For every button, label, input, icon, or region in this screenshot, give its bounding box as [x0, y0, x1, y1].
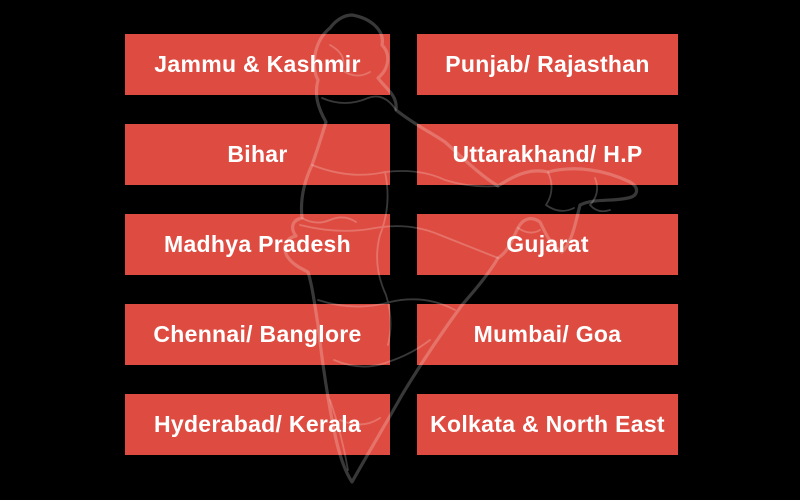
region-button-label: Madhya Pradesh [164, 231, 351, 257]
region-button-grid: Jammu & Kashmir Punjab/ Rajasthan Bihar … [125, 34, 678, 455]
region-button-mumbai-goa[interactable]: Mumbai/ Goa [417, 304, 678, 365]
region-button-label: Gujarat [506, 231, 589, 257]
region-button-gujarat[interactable]: Gujarat [417, 214, 678, 275]
region-button-chennai-banglore[interactable]: Chennai/ Banglore [125, 304, 390, 365]
region-button-label: Hyderabad/ Kerala [153, 411, 362, 437]
region-button-label: Bihar [227, 141, 288, 167]
region-button-label: Uttarakhand/ H.P [452, 141, 643, 167]
region-button-label: Jammu & Kashmir [154, 51, 361, 77]
region-button-bihar[interactable]: Bihar [125, 124, 390, 185]
region-button-hyderabad-kerala[interactable]: Hyderabad/ Kerala [125, 394, 390, 455]
region-button-label: Mumbai/ Goa [473, 321, 622, 347]
region-button-uttarakhand-hp[interactable]: Uttarakhand/ H.P [417, 124, 678, 185]
region-button-kolkata-north-east[interactable]: Kolkata & North East [417, 394, 678, 455]
region-button-label: Kolkata & North East [430, 411, 665, 437]
region-button-label: Punjab/ Rajasthan [445, 51, 650, 77]
region-button-jammu-kashmir[interactable]: Jammu & Kashmir [125, 34, 390, 95]
region-button-label: Chennai/ Banglore [153, 321, 362, 347]
region-button-madhya-pradesh[interactable]: Madhya Pradesh [125, 214, 390, 275]
region-button-punjab-rajasthan[interactable]: Punjab/ Rajasthan [417, 34, 678, 95]
